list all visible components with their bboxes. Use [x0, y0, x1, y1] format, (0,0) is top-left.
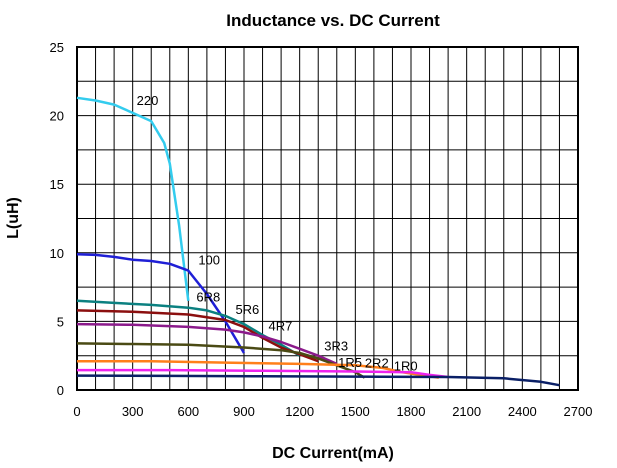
- series-line-220: [76, 96, 190, 301]
- x-tick-label: 1200: [285, 404, 314, 419]
- y-tick-label: 5: [57, 314, 64, 329]
- series-label-2R2: 2R2: [365, 356, 389, 371]
- y-tick-label: 25: [50, 40, 64, 55]
- series-line-1R0: [76, 374, 560, 387]
- series-line-2R2: [77, 359, 439, 379]
- series-line-1R5: [77, 368, 449, 379]
- series-line-4R7: [76, 322, 338, 366]
- y-tick-label: 20: [50, 109, 64, 124]
- series-line-100: [76, 252, 246, 354]
- y-tick-label: 10: [50, 246, 64, 261]
- series-label-3R3: 3R3: [324, 338, 348, 353]
- series-label-5R6: 5R6: [235, 302, 259, 317]
- plot-area: [76, 46, 579, 391]
- series-label-4R7: 4R7: [269, 318, 293, 333]
- y-axis-title: L(uH): [5, 197, 22, 239]
- x-tick-label: 900: [233, 404, 255, 419]
- chart-title: Inductance vs. DC Current: [226, 11, 440, 30]
- x-tick-label: 2700: [564, 404, 593, 419]
- series-label-6R8: 6R8: [196, 290, 220, 305]
- x-tick-label: 1500: [341, 404, 370, 419]
- y-tick-label: 15: [50, 177, 64, 192]
- axis-ticks: 0 300 600 900 1200 1500 1800 2100 2400 2700 0 5 10 15…: [50, 40, 593, 419]
- x-tick-label: 2100: [452, 404, 481, 419]
- grid: [77, 47, 578, 390]
- x-tick-label: 600: [177, 404, 199, 419]
- x-tick-label: 2400: [508, 404, 537, 419]
- series-label-100: 100: [198, 253, 220, 268]
- y-tick-label: 0: [57, 383, 64, 398]
- x-tick-label: 1800: [397, 404, 426, 419]
- x-tick-label: 300: [122, 404, 144, 419]
- x-axis-title: DC Current(mA): [272, 445, 394, 462]
- series-label-1R0: 1R0: [394, 358, 418, 373]
- series-label-220: 220: [137, 93, 159, 108]
- series-line-3R3: [76, 342, 366, 379]
- series-label-1R5: 1R5: [338, 355, 362, 370]
- x-tick-label: 0: [73, 404, 80, 419]
